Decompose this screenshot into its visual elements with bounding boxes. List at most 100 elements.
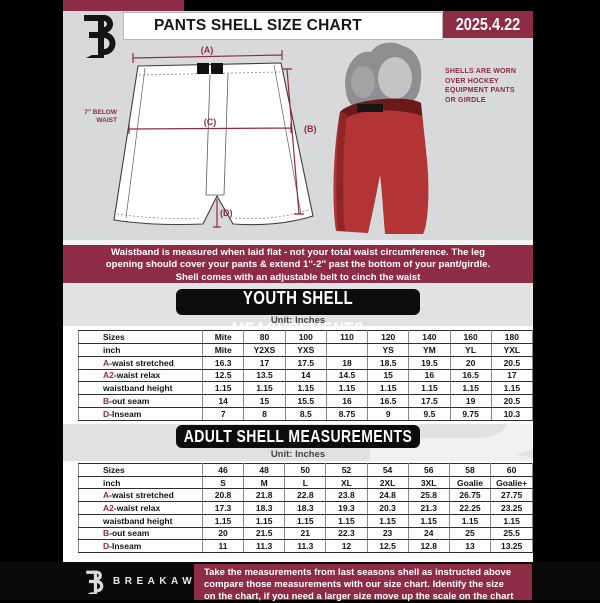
table-cell: 1.15 [448, 513, 492, 528]
table-cell: 25 [448, 526, 492, 541]
table-cell: L [284, 475, 327, 490]
table-cell: YXL [490, 342, 533, 357]
date-badge: 2025.4.22 [443, 11, 533, 38]
table-cell: 10.3 [490, 407, 533, 421]
table-cell: 8.5 [284, 407, 327, 421]
waistband-stitch-line [138, 71, 281, 76]
document-page: B PANTS SHELL SIZE CHART 2025.4.22 [63, 0, 533, 562]
row-label: inch [78, 475, 203, 490]
pants-photo [333, 42, 429, 234]
table-cell: 12.5 [202, 368, 245, 383]
table-cell: 13.5 [243, 368, 286, 383]
label-c: (C) [204, 117, 217, 127]
table-cell: 58 [448, 463, 492, 477]
table-cell: 14.5 [325, 368, 369, 383]
table-row: B-out seam 14 15 15.5 16 16.5 17.5 19 20.5 [77, 394, 533, 409]
footer-bar: BREAKAWAY Take the measurements from las… [0, 562, 600, 602]
row-label: D-Inseam [78, 539, 203, 553]
belt-buckle [197, 63, 223, 74]
table-cell: 54 [366, 463, 409, 477]
table-cell: 16 [408, 368, 451, 383]
table-cell: 17 [490, 368, 533, 383]
table-cell: 46 [201, 463, 245, 477]
table-cell: Mite [202, 330, 245, 344]
table-cell: 22.8 [284, 488, 327, 503]
table-cell: 9.5 [408, 407, 451, 421]
table-cell: 8.75 [325, 407, 369, 421]
table-cell: 1.15 [449, 381, 492, 396]
adult-section-heading: ADULT SHELL MEASUREMENTS [176, 425, 420, 448]
shorts-outline [113, 62, 314, 226]
table-cell: 18.3 [243, 501, 286, 515]
table-row: waistband height 1.15 1.15 1.15 1.15 1.15 1.15… [78, 513, 533, 528]
youth-unit-label: Unit: Inches [270, 315, 326, 326]
shell-belt [357, 104, 383, 112]
page-title: PANTS SHELL SIZE CHART [123, 12, 443, 40]
table-cell: 18 [325, 355, 369, 370]
table-cell: 80 [243, 330, 286, 344]
hem-stitch-lines [116, 209, 310, 220]
table-cell: 48 [243, 463, 286, 477]
table-cell: YS [367, 342, 410, 357]
table-cell: 21.8 [243, 488, 286, 503]
table-cell: 23 [366, 526, 409, 541]
table-cell: 2XL [366, 475, 409, 490]
table-cell: 25.5 [490, 526, 533, 541]
table-cell: 20.5 [490, 394, 533, 409]
table-cell: 60 [490, 463, 533, 477]
adult-measurements-table: Sizes 46 48 50 52 54 56 58 60 inch S M L XL 2XL 3XL Goal… [78, 463, 533, 553]
footer-instructions: Take the measurements from last seasons … [194, 564, 532, 602]
table-cell: 52 [325, 463, 368, 477]
table-cell: 20 [449, 355, 492, 370]
measure-line-c [128, 123, 292, 134]
table-cell: 15 [243, 394, 286, 409]
shell-note: SHELLS ARE WORN OVER HOCKEY EQUIPMENT PA… [445, 68, 517, 104]
table-cell: 1.15 [325, 381, 369, 396]
table-cell: 20.5 [490, 355, 533, 370]
table-cell: 16.5 [449, 368, 492, 383]
table-row: Sizes 46 48 50 52 54 56 58 60 [78, 463, 533, 477]
table-cell: 160 [449, 330, 492, 344]
row-label: waistband height [78, 513, 203, 528]
table-cell: 1.15 [325, 513, 368, 528]
top-accent-strip [63, 0, 184, 11]
table-cell: 16.5 [367, 394, 410, 409]
table-row: B-out seam 20 21.5 21 22.3 23 24 25 25.5 [78, 526, 533, 541]
table-cell: 15.5 [284, 394, 327, 409]
table-row: D-Inseam 11 11.3 11.3 12 12.5 12.8 13 13.25 [78, 539, 533, 553]
table-cell: 19.3 [325, 501, 368, 515]
breakaway-logo-icon [84, 15, 116, 58]
row-label: B-out seam [77, 394, 204, 409]
table-cell: 14 [284, 368, 327, 383]
table-cell: 1.15 [490, 513, 533, 528]
table-cell: YL [449, 342, 492, 357]
pad-shade [351, 66, 375, 98]
table-cell: 1.15 [243, 513, 286, 528]
youth-section-heading: YOUTH SHELL MEASUREMENTS [176, 288, 420, 341]
shorts-measurement-diagram: (A) (C) (B) (D) [113, 45, 317, 228]
date-text: 2025.4.22 [455, 14, 521, 35]
table-cell: 22.25 [448, 501, 492, 515]
info-banner: Waistband is measured when laid flat - n… [63, 245, 533, 283]
table-cell: 16 [325, 394, 369, 409]
row-label: D-Inseam [77, 407, 204, 421]
row-label: A-waist stretched [77, 355, 204, 370]
table-cell: 18.3 [284, 501, 327, 515]
label-a: (A) [201, 45, 214, 55]
fly-panel [205, 73, 229, 196]
row-label: Sizes [77, 330, 204, 344]
table-cell: 50 [284, 463, 327, 477]
table-cell: 17 [243, 355, 286, 370]
row-label: Sizes [78, 463, 203, 477]
table-row: A2-waist relax 17.3 18.3 18.3 19.3 20.3 21.3 22… [78, 501, 533, 515]
measure-line-d [213, 199, 221, 228]
table-cell: 1.15 [243, 381, 286, 396]
measure-line-a [132, 50, 283, 63]
table-cell: 13.25 [490, 539, 533, 553]
row-label: B-out seam [78, 526, 203, 541]
table-cell: Goalie+ [490, 475, 533, 490]
table-cell: M [243, 475, 286, 490]
measure-line-b [282, 68, 304, 215]
table-cell: 1.15 [407, 513, 450, 528]
table-cell: YM [408, 342, 451, 357]
